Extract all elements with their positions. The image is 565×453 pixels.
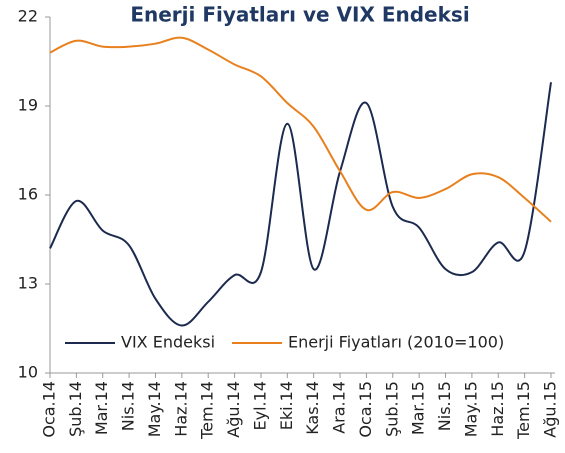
x-tick-label: Şub.15 <box>382 381 401 437</box>
x-tick-label: Ağu.14 <box>224 381 243 438</box>
x-tick-label: Kas.14 <box>303 381 322 435</box>
x-tick-label: Oca.14 <box>40 381 59 438</box>
x-tick-label: Oca.15 <box>356 381 375 438</box>
line-series <box>49 82 552 327</box>
x-tick-label: Haz.15 <box>488 381 507 437</box>
x-tick-label: Mar.14 <box>92 381 111 435</box>
x-tick-label: Nis.15 <box>435 381 454 431</box>
y-tick-label: 19 <box>18 96 38 115</box>
x-tick-label: May.14 <box>145 381 164 437</box>
x-tick-label: Tem.14 <box>198 381 217 440</box>
x-tick-label: May.15 <box>461 381 480 437</box>
x-tick-label: Tem.15 <box>514 381 533 440</box>
y-tick-label: 13 <box>18 274 38 293</box>
x-tick-label: Mar.15 <box>409 381 428 435</box>
legend-label: Enerji Fiyatları (2010=100) <box>288 333 504 352</box>
y-tick-label: 10 <box>18 363 38 382</box>
line-series <box>49 36 552 223</box>
x-tick-label: Şub.14 <box>66 381 85 437</box>
x-tick-label: Eyl.14 <box>250 381 269 430</box>
x-tick-label: Haz.14 <box>171 381 190 437</box>
x-tick-label: Ağu.15 <box>541 381 560 438</box>
y-tick-label: 22 <box>18 7 38 26</box>
x-tick-label: Eki.14 <box>277 381 296 430</box>
x-tick-label: Ara.14 <box>330 381 349 434</box>
y-tick-label: 16 <box>18 185 38 204</box>
chart-title: Enerji Fiyatları ve VIX Endeksi <box>130 3 469 27</box>
legend-label: VIX Endeksi <box>121 333 215 352</box>
x-tick-label: Nis.14 <box>119 381 138 431</box>
